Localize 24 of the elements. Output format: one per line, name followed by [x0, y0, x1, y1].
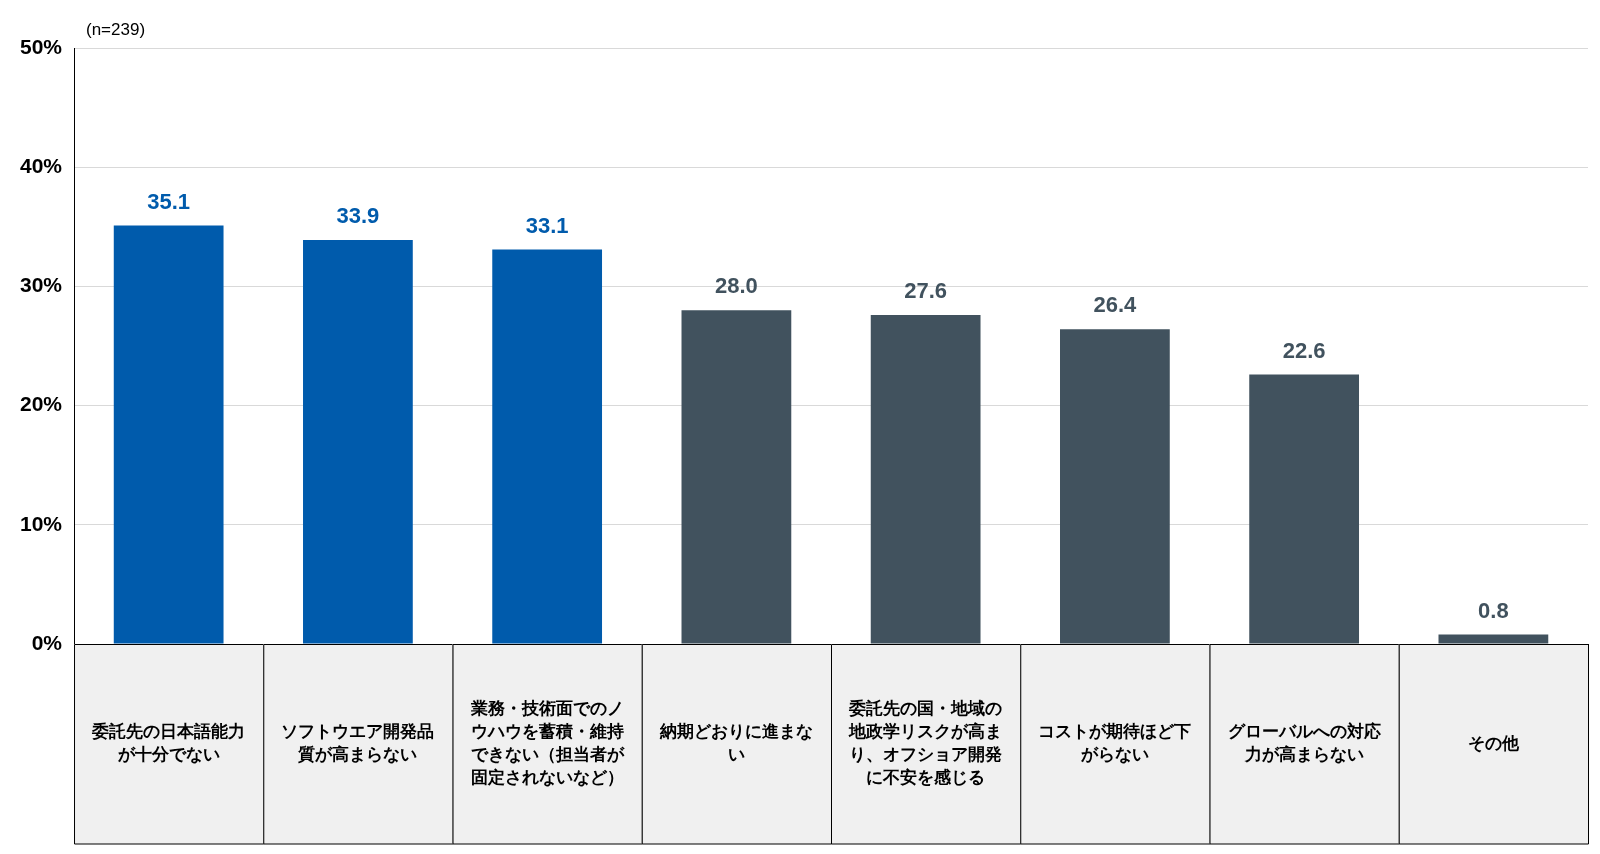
data-label: 28.0: [714, 273, 758, 299]
data-label: 27.6: [904, 278, 948, 304]
y-tick-label: 10%: [20, 511, 63, 535]
x-tick-label: ソフトウエア開発品質が高まらない: [281, 722, 435, 765]
y-tick-label: 30%: [20, 273, 63, 297]
x-tick-label: グローバルへの対応力が高まらない: [1227, 722, 1381, 765]
data-label: 22.6: [1282, 337, 1326, 363]
text: (n=239): [86, 19, 146, 39]
x-tick-label: 委託先の国・地域の地政学リスクが高まり、オフショア開発に不安を感じる: [848, 699, 1003, 788]
x-tick-label: 業務・技術面でのノウハウを蓄積・維持できない（担当者が固定されないなど）: [469, 699, 625, 788]
y-tick-label: 20%: [20, 392, 63, 416]
data-label: 33.1: [525, 212, 569, 238]
x-tick-label: 委託先の日本語能力が十分でない: [91, 722, 246, 765]
y-tick-label: 0%: [31, 630, 63, 654]
data-label: 0.8: [1478, 597, 1509, 623]
data-label: 26.4: [1093, 292, 1138, 318]
x-tick-label: その他: [1467, 733, 1520, 753]
x-tick-label: コストが期待ほど下がらない: [1038, 722, 1192, 765]
data-label: 35.1: [147, 188, 191, 214]
x-tick-label: 納期どおりに進まない: [658, 722, 813, 765]
y-tick-label: 40%: [20, 154, 63, 177]
data-label: 33.9: [336, 202, 380, 228]
bar: [1438, 634, 1549, 644]
y-tick-label: 50%: [20, 34, 63, 58]
